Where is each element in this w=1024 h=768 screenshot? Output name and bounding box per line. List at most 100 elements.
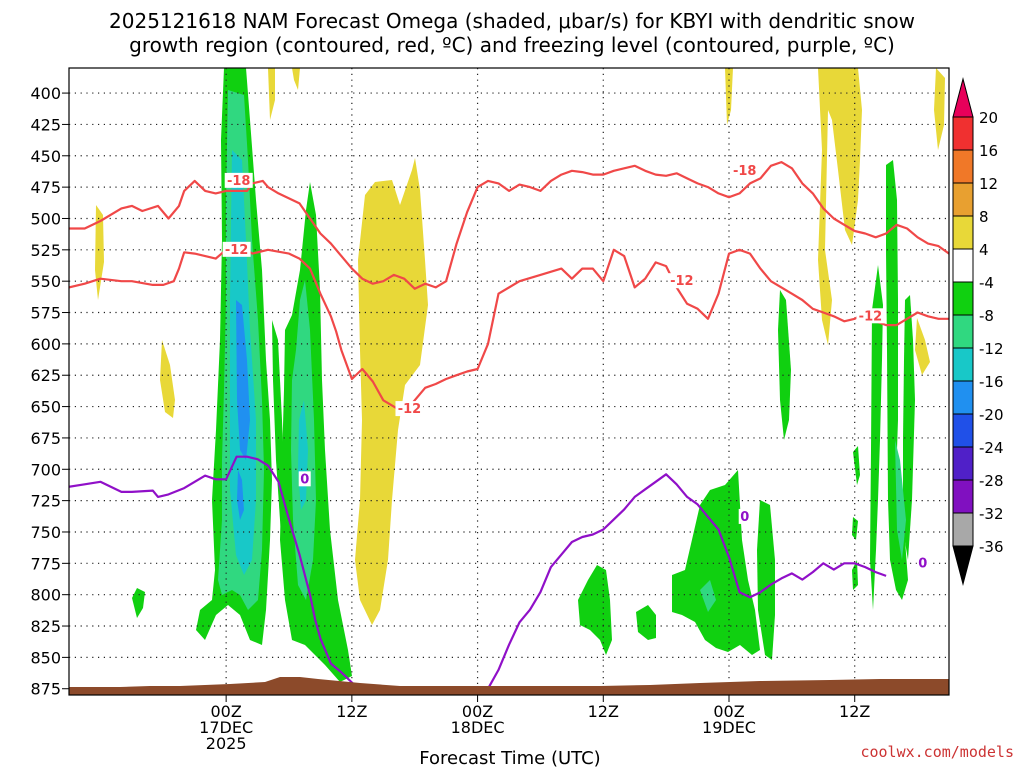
colorbar-label: -20 <box>979 406 1004 424</box>
y-tick-label: 600 <box>30 335 61 354</box>
colorbar-segment <box>952 380 974 415</box>
omega-teal-region <box>700 580 716 612</box>
y-tick-label: 400 <box>30 84 61 103</box>
colorbar-segment <box>952 116 974 151</box>
colorbar-segment <box>952 446 974 481</box>
y-tick-label: 700 <box>30 460 61 479</box>
x-tick-label: 12Z <box>336 702 367 721</box>
contour-label: -12 <box>398 402 422 417</box>
x-tick-label: 00Z <box>462 702 493 721</box>
contour-label-bg <box>730 162 759 178</box>
colorbar-label: -4 <box>979 274 994 292</box>
omega-yellow-region <box>818 68 862 345</box>
omega-teal-region <box>895 440 906 560</box>
y-tick-label: 750 <box>30 523 61 542</box>
colorbar-segment <box>952 215 974 250</box>
y-tick-label: 825 <box>30 617 61 636</box>
colorbar-top-arrow <box>952 77 974 118</box>
colorbar-label: 4 <box>979 241 989 259</box>
x-tick-label: 00Z <box>210 702 241 721</box>
colorbar-label: 12 <box>979 175 998 193</box>
colorbar-label: -16 <box>979 373 1004 391</box>
x-tick-label: 00Z <box>713 702 744 721</box>
x-tick-label: 2025 <box>206 734 247 753</box>
y-tick-label: 800 <box>30 586 61 605</box>
contour-label: 0 <box>918 556 927 571</box>
contour-label: -12 <box>859 309 883 324</box>
omega-green-region <box>578 565 612 655</box>
colorbar-segment <box>952 413 974 448</box>
omega-yellow-region <box>355 158 428 625</box>
colorbar: 20 16 12 8 4 -4 -8 -12 -16 -20 -24 -28 -32 -36 <box>952 77 1004 586</box>
omega-green-region <box>132 588 145 618</box>
omega-yellow-region <box>292 68 300 90</box>
colorbar-segment <box>952 479 974 514</box>
omega-yellow-region <box>95 205 104 300</box>
omega-blue-region <box>237 470 244 520</box>
chart-title-line2: growth region (contoured, red, ºC) and f… <box>129 33 895 57</box>
y-tick-label: 650 <box>30 398 61 417</box>
y-tick-label: 500 <box>30 209 61 228</box>
credit-text: coolwx.com/models <box>860 743 1014 761</box>
omega-green-region <box>853 446 860 485</box>
x-axis-label: Forecast Time (UTC) <box>419 748 600 768</box>
y-tick-label: 875 <box>30 680 61 699</box>
colorbar-label: 8 <box>979 208 989 226</box>
y-tick-label: 775 <box>30 554 61 573</box>
y-tick-label: 725 <box>30 492 61 511</box>
y-tick-label: 425 <box>30 115 61 134</box>
omega-yellow-region <box>934 68 945 150</box>
colorbar-label: 20 <box>979 109 998 127</box>
x-tick-label: 19DEC <box>702 718 756 737</box>
omega-yellow-region <box>725 68 733 125</box>
colorbar-segment <box>952 347 974 382</box>
contour-label-bg <box>224 172 253 188</box>
omega-green-region <box>757 500 775 660</box>
colorbar-label: -36 <box>979 538 1004 556</box>
colorbar-segment <box>952 248 974 283</box>
contour-label: -18 <box>227 174 251 189</box>
y-tick-label: 550 <box>30 272 61 291</box>
omega-green-region <box>886 160 908 600</box>
omega-yellow-region <box>915 318 930 375</box>
omega-green-region <box>672 470 760 655</box>
plot-frame <box>68 67 950 696</box>
omega-green-region <box>903 295 915 560</box>
colorbar-bottom-arrow <box>952 545 974 586</box>
contour-label-bg <box>298 471 311 487</box>
y-tick-label: 625 <box>30 366 61 385</box>
contour-label: -12 <box>225 243 249 258</box>
contour-line <box>69 161 949 290</box>
x-tick-label: 12Z <box>588 702 619 721</box>
contour-labels: -18 -12 -12 -18 -12 -12 0 0 0 <box>222 162 929 571</box>
contour-label-bg <box>738 508 751 524</box>
y-axis: 400 425 450 475 500 525 550 575 600 625 650 675 700 7… <box>30 84 69 699</box>
contour-label-bg <box>667 273 696 289</box>
contour-label-bg <box>916 555 929 571</box>
grid-lines <box>69 68 949 695</box>
colorbar-label: -28 <box>979 472 1004 490</box>
contour-label-bg <box>395 401 424 417</box>
omega-green-region <box>636 605 656 640</box>
colorbar-segment <box>952 512 974 547</box>
omega-green-region <box>870 265 883 610</box>
y-tick-label: 450 <box>30 147 61 166</box>
y-tick-label: 850 <box>30 648 61 667</box>
omega-green-region <box>852 560 858 590</box>
x-tick-label: 18DEC <box>451 718 505 737</box>
contour-label: 0 <box>740 510 749 525</box>
colorbar-label: -32 <box>979 505 1004 523</box>
y-tick-label: 525 <box>30 241 61 260</box>
contour-label: -18 <box>733 164 757 179</box>
contour-label: -12 <box>670 274 694 289</box>
plot-area: -18 -12 -12 -18 -12 -12 0 0 0 <box>69 68 949 695</box>
colorbar-segment <box>952 149 974 184</box>
omega-blue-region <box>236 300 250 460</box>
colorbar-label: -8 <box>979 307 994 325</box>
y-tick-label: 475 <box>30 178 61 197</box>
colorbar-label: -24 <box>979 439 1004 457</box>
colorbar-label: -12 <box>979 340 1004 358</box>
contour-label-bg <box>222 241 251 257</box>
